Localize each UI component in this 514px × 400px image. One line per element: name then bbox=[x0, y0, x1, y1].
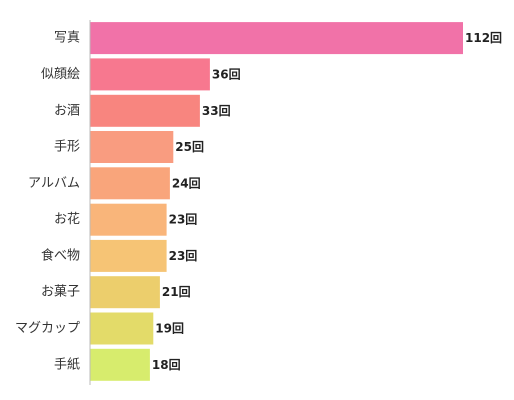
value-label-2: 33回 bbox=[202, 104, 231, 118]
category-label-2: お酒 bbox=[54, 103, 80, 118]
category-label-1: 似顔絵 bbox=[41, 67, 80, 82]
value-label-5: 23回 bbox=[169, 213, 198, 227]
bar-6 bbox=[90, 239, 167, 272]
bar-0 bbox=[90, 22, 463, 55]
category-label-4: アルバム bbox=[28, 176, 80, 191]
bar-9 bbox=[90, 348, 150, 381]
bar-1 bbox=[90, 58, 210, 91]
value-labels-group: 112回 36回 33回 25回 24回 23回 23回 21回 19回 18回 bbox=[152, 31, 502, 372]
category-label-8: マグカップ bbox=[15, 321, 80, 336]
value-label-3: 25回 bbox=[175, 140, 204, 154]
category-label-0: 写真 bbox=[54, 31, 80, 46]
value-label-8: 19回 bbox=[155, 322, 184, 336]
category-label-3: 手形 bbox=[54, 140, 80, 155]
bar-8 bbox=[90, 312, 154, 345]
value-label-9: 18回 bbox=[152, 358, 181, 372]
bar-3 bbox=[90, 131, 174, 163]
bar-5 bbox=[90, 203, 167, 236]
bar-4 bbox=[90, 167, 170, 200]
value-label-4: 24回 bbox=[172, 176, 201, 190]
value-label-6: 23回 bbox=[169, 249, 198, 263]
category-label-5: お花 bbox=[54, 211, 80, 227]
category-label-9: 手紙 bbox=[54, 357, 80, 372]
value-label-0: 112回 bbox=[465, 31, 502, 45]
bar-2 bbox=[90, 94, 200, 127]
value-label-1: 36回 bbox=[212, 67, 241, 81]
category-label-7: お菓子 bbox=[41, 285, 80, 300]
bars-group bbox=[90, 22, 463, 381]
bar-7 bbox=[90, 276, 160, 309]
category-label-6: 食べ物 bbox=[41, 247, 80, 263]
value-label-7: 21回 bbox=[162, 285, 191, 299]
